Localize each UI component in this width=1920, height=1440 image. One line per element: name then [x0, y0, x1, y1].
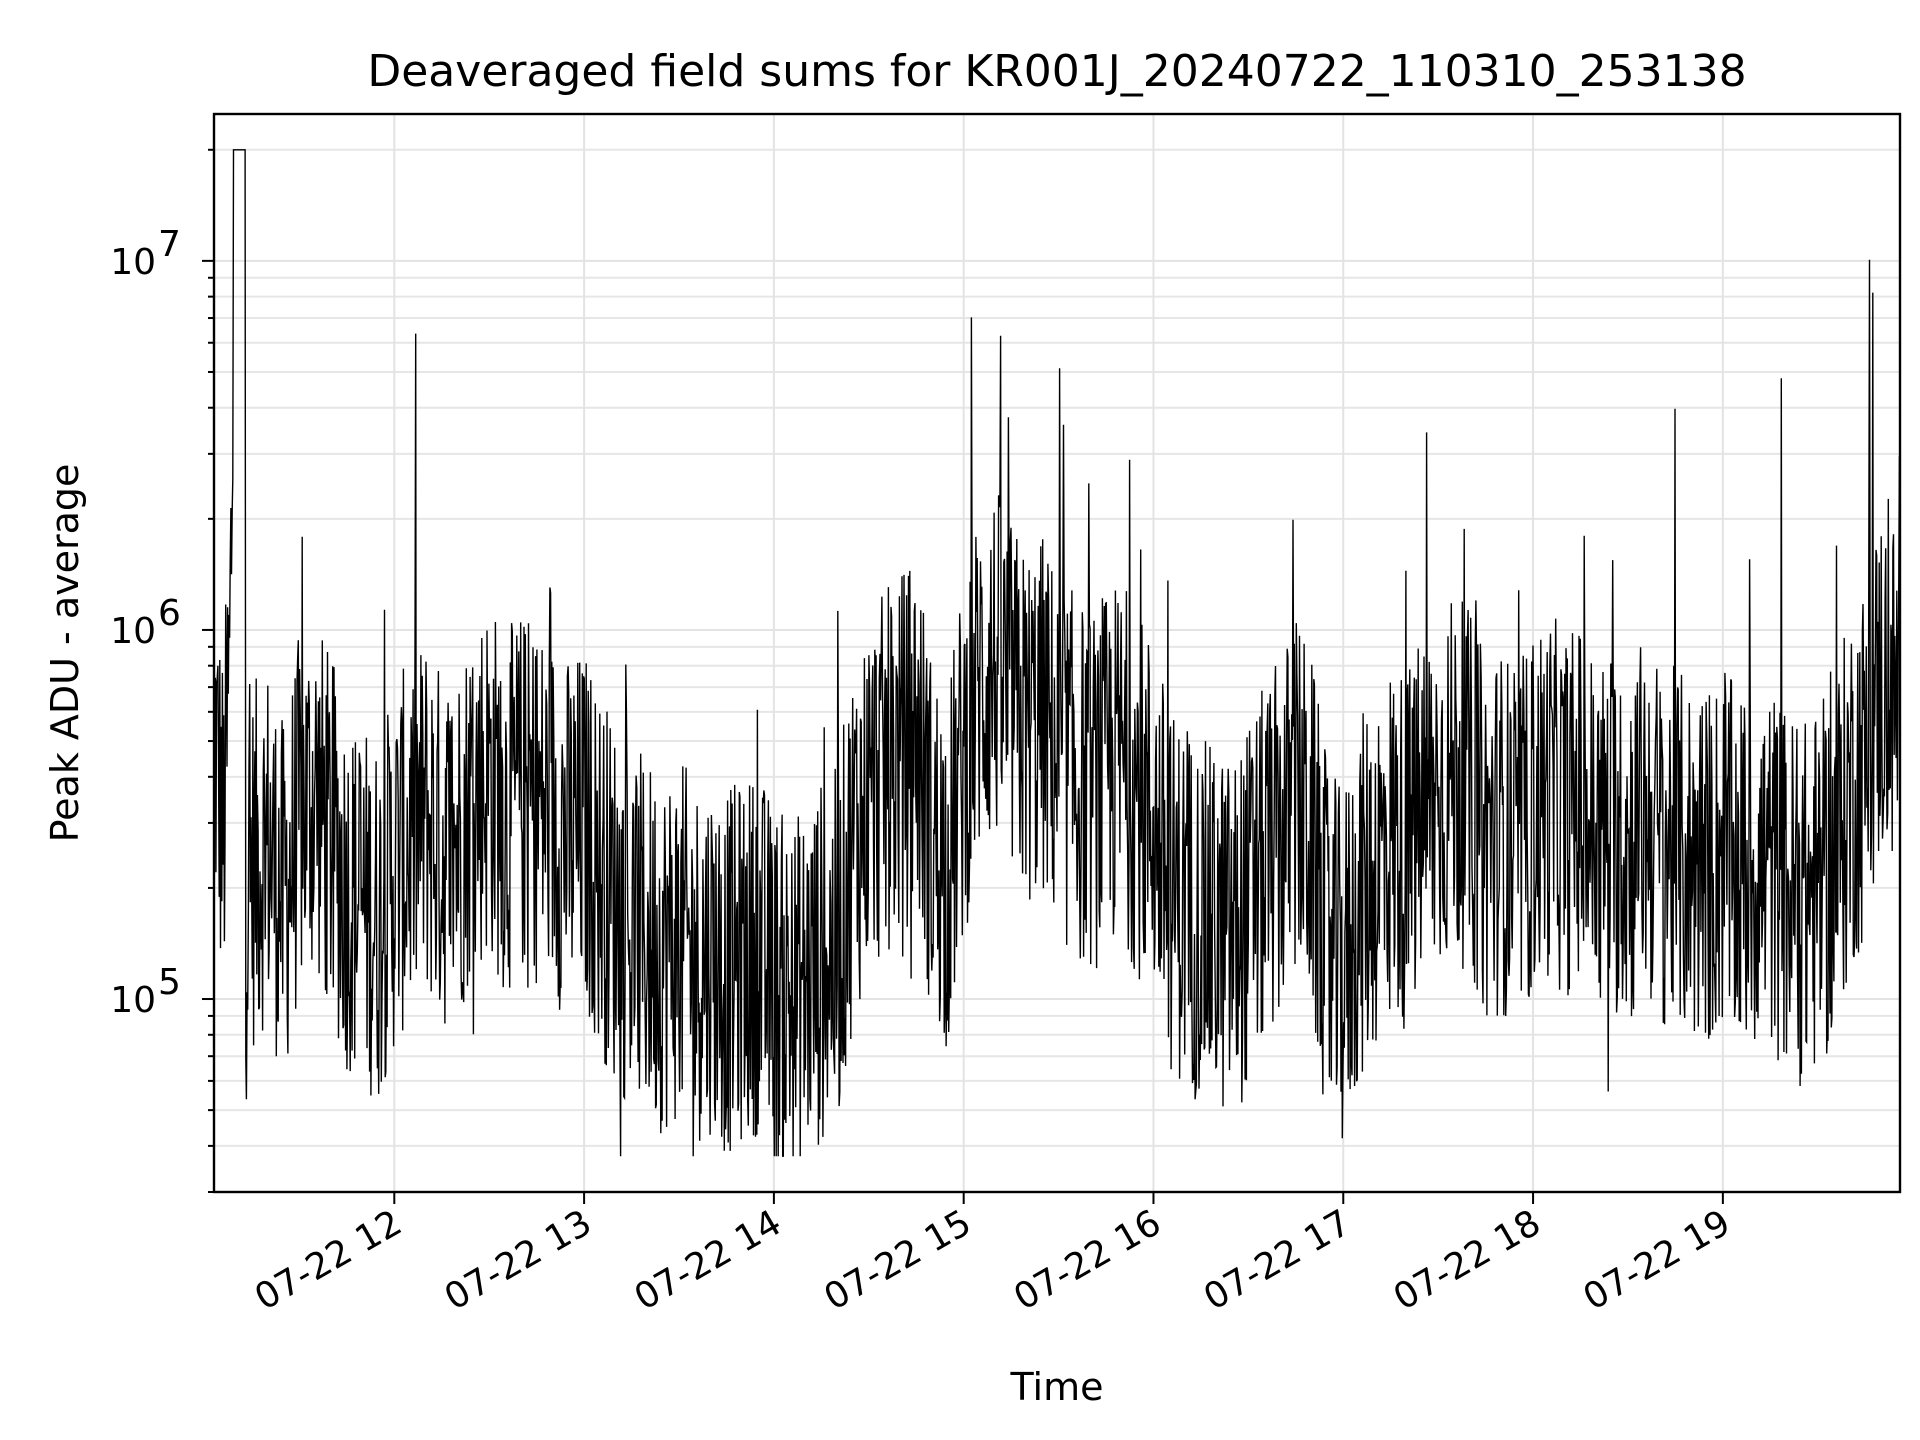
y-axis-label: Peak ADU - average [43, 464, 87, 843]
chart-title: Deaveraged field sums for KR001J_2024072… [367, 46, 1746, 97]
y-tick-exponent: 5 [158, 962, 181, 1003]
series-layer [213, 149, 1901, 1157]
y-tick-base: 10 [110, 242, 156, 283]
y-tick-label: 10 6 [110, 593, 181, 652]
y-tick-label: 10 5 [110, 962, 181, 1021]
plot-frame [212, 112, 1902, 1194]
y-tick-exponent: 7 [158, 224, 181, 265]
x-axis-label: Time [1010, 1365, 1104, 1409]
y-tick-exponent: 6 [158, 593, 181, 634]
series-line [213, 149, 1901, 1157]
y-tick-base: 10 [110, 980, 156, 1021]
y-tick-label: 10 7 [110, 224, 181, 283]
y-tick-base: 10 [110, 611, 156, 652]
